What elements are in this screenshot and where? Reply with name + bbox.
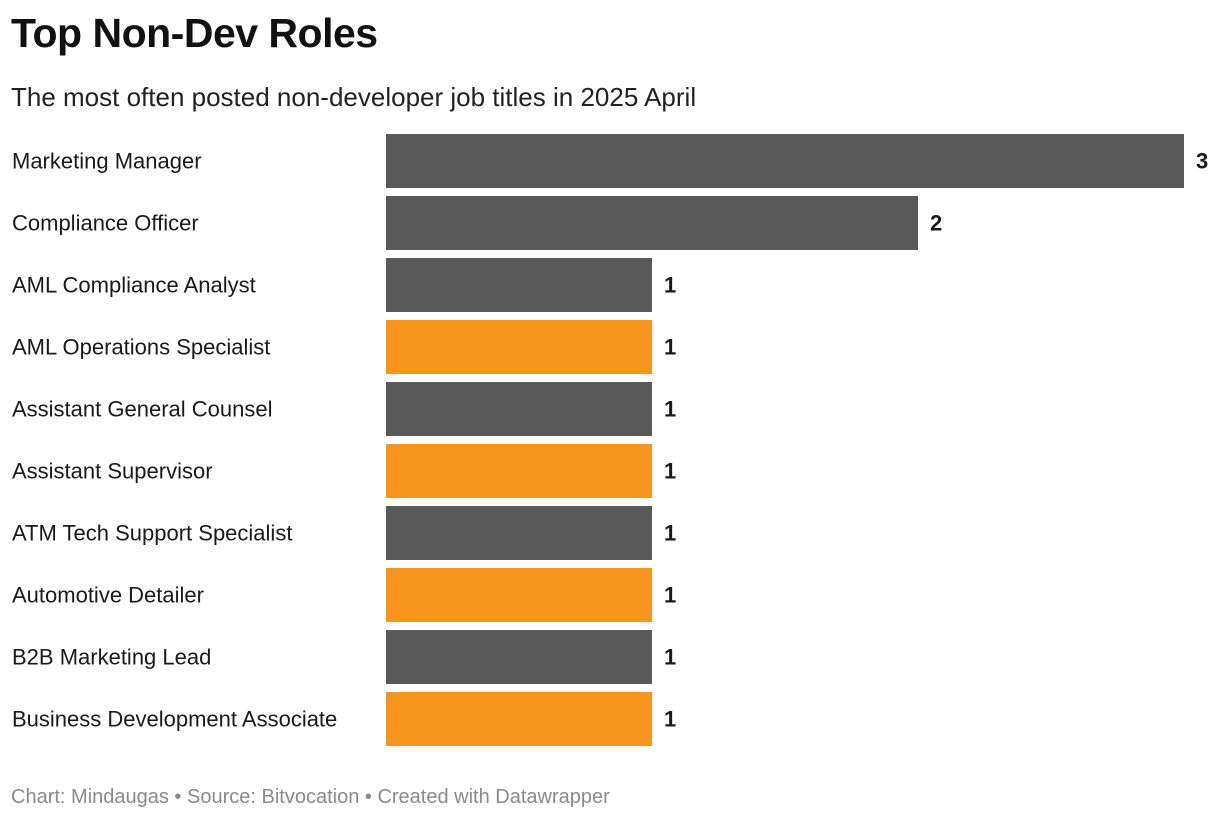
bar bbox=[386, 196, 918, 250]
bar bbox=[386, 134, 1184, 188]
chart-footer: Chart: Mindaugas • Source: Bitvocation •… bbox=[11, 786, 610, 809]
category-label: AML Operations Specialist bbox=[12, 335, 270, 360]
value-label: 2 bbox=[930, 211, 942, 236]
source-link[interactable]: Bitvocation bbox=[261, 786, 360, 808]
chart-subtitle: The most often posted non-developer job … bbox=[11, 82, 697, 112]
value-label: 1 bbox=[664, 521, 676, 546]
value-label: 1 bbox=[664, 273, 676, 298]
bar bbox=[386, 320, 652, 374]
category-label: Automotive Detailer bbox=[12, 583, 204, 608]
value-label: 1 bbox=[664, 583, 676, 608]
source-prefix: Source: bbox=[187, 786, 262, 808]
value-label: 1 bbox=[664, 335, 676, 360]
bar bbox=[386, 444, 652, 498]
credit-author: Mindaugas bbox=[71, 786, 169, 808]
bar bbox=[386, 568, 652, 622]
value-label: 3 bbox=[1196, 149, 1208, 174]
created-with-link[interactable]: Created with Datawrapper bbox=[377, 786, 610, 808]
category-label: Business Development Associate bbox=[12, 707, 337, 732]
category-label: Assistant General Counsel bbox=[12, 397, 272, 422]
category-label: Assistant Supervisor bbox=[12, 459, 213, 484]
chart-title: Top Non-Dev Roles bbox=[11, 10, 378, 56]
value-label: 1 bbox=[664, 397, 676, 422]
footer-separator: • bbox=[168, 786, 187, 808]
credit-prefix: Chart: bbox=[11, 786, 72, 808]
value-label: 1 bbox=[664, 707, 676, 732]
bar bbox=[386, 506, 652, 560]
bar bbox=[386, 692, 652, 746]
footer-separator: • bbox=[359, 786, 378, 808]
category-label: AML Compliance Analyst bbox=[12, 273, 256, 298]
value-label: 1 bbox=[664, 645, 676, 670]
category-label: Compliance Officer bbox=[12, 211, 199, 236]
category-label: B2B Marketing Lead bbox=[12, 645, 211, 670]
category-label: ATM Tech Support Specialist bbox=[12, 521, 292, 546]
bar bbox=[386, 382, 652, 436]
bar bbox=[386, 258, 652, 312]
bar bbox=[386, 630, 652, 684]
category-label: Marketing Manager bbox=[12, 149, 202, 174]
value-label: 1 bbox=[664, 459, 676, 484]
